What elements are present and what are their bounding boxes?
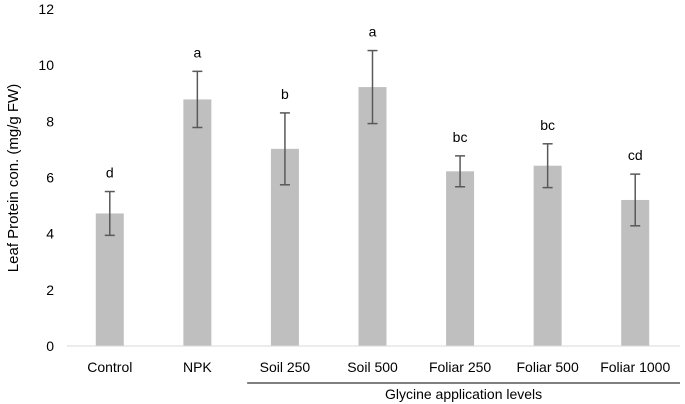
y-tick-label: 6 [46,170,54,186]
significance-letter: bc [453,129,468,145]
error-bar [104,190,115,237]
x-category-label: Foliar 1000 [600,359,670,375]
error-bars [104,49,641,237]
bars [95,87,650,347]
bar [183,99,212,346]
significance-letter: bc [540,117,555,133]
x-category-label: Soil 500 [347,359,398,375]
y-axis-title: Leaf Protein con. (mg/g FW) [5,84,22,272]
y-tick-label: 12 [38,1,54,17]
significance-letter: cd [628,147,643,163]
x-category-label: Foliar 500 [517,359,579,375]
significance-letters: d a b a bc bc cd [106,24,643,181]
error-bar [542,143,553,189]
y-tick-label: 0 [46,338,54,354]
bar [533,165,562,346]
x-category-label: NPK [183,359,212,375]
x-category-label: Control [87,359,132,375]
group-label: Glycine application levels [385,386,542,402]
y-axis-ticks: 0 2 4 6 8 10 12 [38,1,54,354]
significance-letter: b [281,86,289,102]
bar [446,171,475,346]
x-category-label: Foliar 250 [429,359,491,375]
error-bar [279,112,290,186]
y-tick-label: 8 [46,113,54,129]
error-bar [192,70,203,129]
y-tick-label: 4 [46,226,54,242]
error-bar [455,155,466,188]
bar [358,87,387,347]
error-bar [630,173,641,227]
y-tick-label: 2 [46,282,54,298]
y-tick-label: 10 [38,57,54,73]
significance-letter: a [369,24,377,40]
significance-letter: d [106,165,114,181]
x-category-label: Soil 250 [260,359,311,375]
error-bar [367,49,378,125]
x-axis-category-labels: Control NPK Soil 250 Soil 500 Foliar 250 Foli… [87,359,670,375]
significance-letter: a [193,44,201,60]
